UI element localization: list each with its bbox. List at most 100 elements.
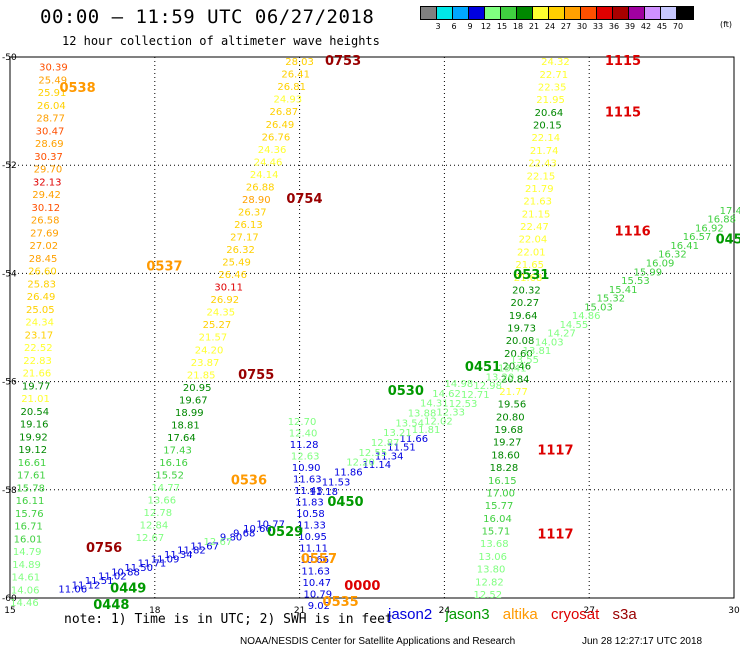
color-swatch <box>469 7 485 19</box>
map-frame <box>9 56 735 599</box>
swh-value: 16.01 <box>14 534 43 545</box>
swh-value: 15.41 <box>609 285 638 296</box>
pass-time-label: 0450 <box>327 495 363 510</box>
swh-value: 12.40 <box>289 428 318 439</box>
color-scale-tick: 9 <box>467 22 473 31</box>
swh-value: 13.55 <box>510 355 539 366</box>
swh-value: 11.33 <box>297 520 326 531</box>
color-scale-ticks: 3 6 9 12 15 18 21 24 27 30 33 36 39 42 45 70 <box>420 20 694 32</box>
longitude-tick-label: 15 <box>4 606 15 616</box>
swh-value: 23.87 <box>191 358 220 369</box>
latitude-tick-label: -50 <box>2 53 17 63</box>
swh-value: 10.79 <box>304 589 333 600</box>
swh-value: 25.27 <box>203 320 232 331</box>
swh-value: 16.04 <box>483 514 512 525</box>
swh-value: 13.54 <box>395 418 424 429</box>
swh-value: 14.79 <box>13 547 42 558</box>
swh-value: 21.77 <box>499 387 528 398</box>
pass-time-label: 0448 <box>93 598 129 613</box>
swh-value: 28.77 <box>36 114 65 125</box>
swh-value: 12.20 <box>346 458 375 469</box>
swh-value: 17.61 <box>17 471 46 482</box>
swh-value: 18.99 <box>175 408 204 419</box>
swh-value: 24.36 <box>258 145 287 156</box>
swh-value: 13.81 <box>523 346 552 357</box>
satellite-tracks: 30.3925.4925.9126.0428.7730.4728.6930.37… <box>10 57 740 612</box>
swh-value: 24.46 <box>254 157 283 168</box>
satellite-legend-cryosat: cryosat <box>550 606 600 623</box>
swh-value: 26.58 <box>31 216 60 227</box>
swh-value: 29.42 <box>32 190 61 201</box>
swh-value: 11.11 <box>299 543 328 554</box>
swh-value: 25.05 <box>26 305 55 316</box>
swh-value: 10.77 <box>256 520 285 531</box>
swh-value: 11.86 <box>334 468 363 479</box>
swh-value: 13.41 <box>498 364 527 375</box>
swh-value: 10.88 <box>111 567 140 578</box>
swh-value: 19.27 <box>493 438 522 449</box>
swh-value: 27.17 <box>230 233 259 244</box>
swh-value: 15.99 <box>633 267 662 278</box>
swh-value: 19.12 <box>18 445 47 456</box>
swh-value: 14.86 <box>572 311 601 322</box>
swh-value: 15.03 <box>584 302 613 313</box>
swh-value: 15.32 <box>597 294 626 305</box>
swh-value: 21.85 <box>187 370 216 381</box>
color-scale-legend: 3 6 9 12 15 18 21 24 27 30 33 36 39 42 45 70 (ft) <box>420 6 732 32</box>
swh-value: 11.43 <box>294 486 323 497</box>
swh-value: 13.66 <box>147 496 176 507</box>
color-scale-tick: 12 <box>480 22 492 31</box>
latitude-tick-label: -58 <box>2 486 17 496</box>
satellite-legend: jason2 jason3 altika cryosat s3a <box>388 606 646 623</box>
color-swatch <box>645 7 661 19</box>
swh-value: 21.65 <box>515 260 544 271</box>
swh-value: 18.60 <box>491 450 520 461</box>
swh-value: 12.52 <box>474 590 503 601</box>
swh-value: 12.33 <box>436 408 465 419</box>
swh-value: 28.69 <box>35 139 64 150</box>
swh-value: 9.02 <box>308 601 330 612</box>
swh-value: 11.14 <box>363 460 392 471</box>
color-swatch <box>437 7 453 19</box>
swh-value: 16.16 <box>159 458 188 469</box>
swh-value: 30.47 <box>36 126 65 137</box>
satellite-legend-altika: altika <box>502 606 538 623</box>
pass-time-label: 0529 <box>267 525 303 540</box>
swh-value: 30.11 <box>214 283 243 294</box>
swh-value: 16.15 <box>488 476 517 487</box>
pass-time-label: 0538 <box>59 81 95 96</box>
color-scale-unit: (ft) <box>720 20 733 29</box>
swh-value: 16.88 <box>707 215 736 226</box>
swh-value: 19.77 <box>22 381 51 392</box>
swh-value: 12.67 <box>136 533 165 544</box>
color-scale-tick: 30 <box>576 22 588 31</box>
swh-value: 11.82 <box>177 546 206 557</box>
swh-value: 11.53 <box>322 477 351 488</box>
latitude-tick-label: -54 <box>2 269 17 279</box>
swh-value: 13.80 <box>477 565 506 576</box>
swh-value: 30.12 <box>32 203 61 214</box>
swh-value: 11.12 <box>72 580 101 591</box>
pass-time-label: 045 <box>716 233 740 248</box>
swh-value: 14.31 <box>420 399 449 410</box>
swh-value: 14.03 <box>535 337 564 348</box>
swh-value: 21.74 <box>530 146 559 157</box>
swh-value: 15.77 <box>485 501 514 512</box>
swh-value: 14.06 <box>11 585 40 596</box>
swh-value: 14.55 <box>560 320 589 331</box>
pass-time-label: 0535 <box>323 595 359 610</box>
latitude-tick-label: -56 <box>2 378 17 388</box>
pass-time-label: 0754 <box>286 192 322 207</box>
swh-value: 21.15 <box>522 209 551 220</box>
swh-value: 11.67 <box>190 541 219 552</box>
color-scale-tick: 45 <box>656 22 668 31</box>
swh-value: 26.41 <box>281 70 310 81</box>
color-scale-tick: 70 <box>672 22 684 31</box>
pass-time-labels: 0538 0753 1115 1115 0754 1116 0537 045 0531 0755 0… <box>59 54 740 613</box>
swh-value: 20.32 <box>512 285 541 296</box>
color-scale-tick: 15 <box>496 22 508 31</box>
swh-value: 20.27 <box>511 298 540 309</box>
swh-value: 14.62 <box>432 389 461 400</box>
swh-value: 10.66 <box>243 524 272 535</box>
swh-value: 12.71 <box>461 390 490 401</box>
